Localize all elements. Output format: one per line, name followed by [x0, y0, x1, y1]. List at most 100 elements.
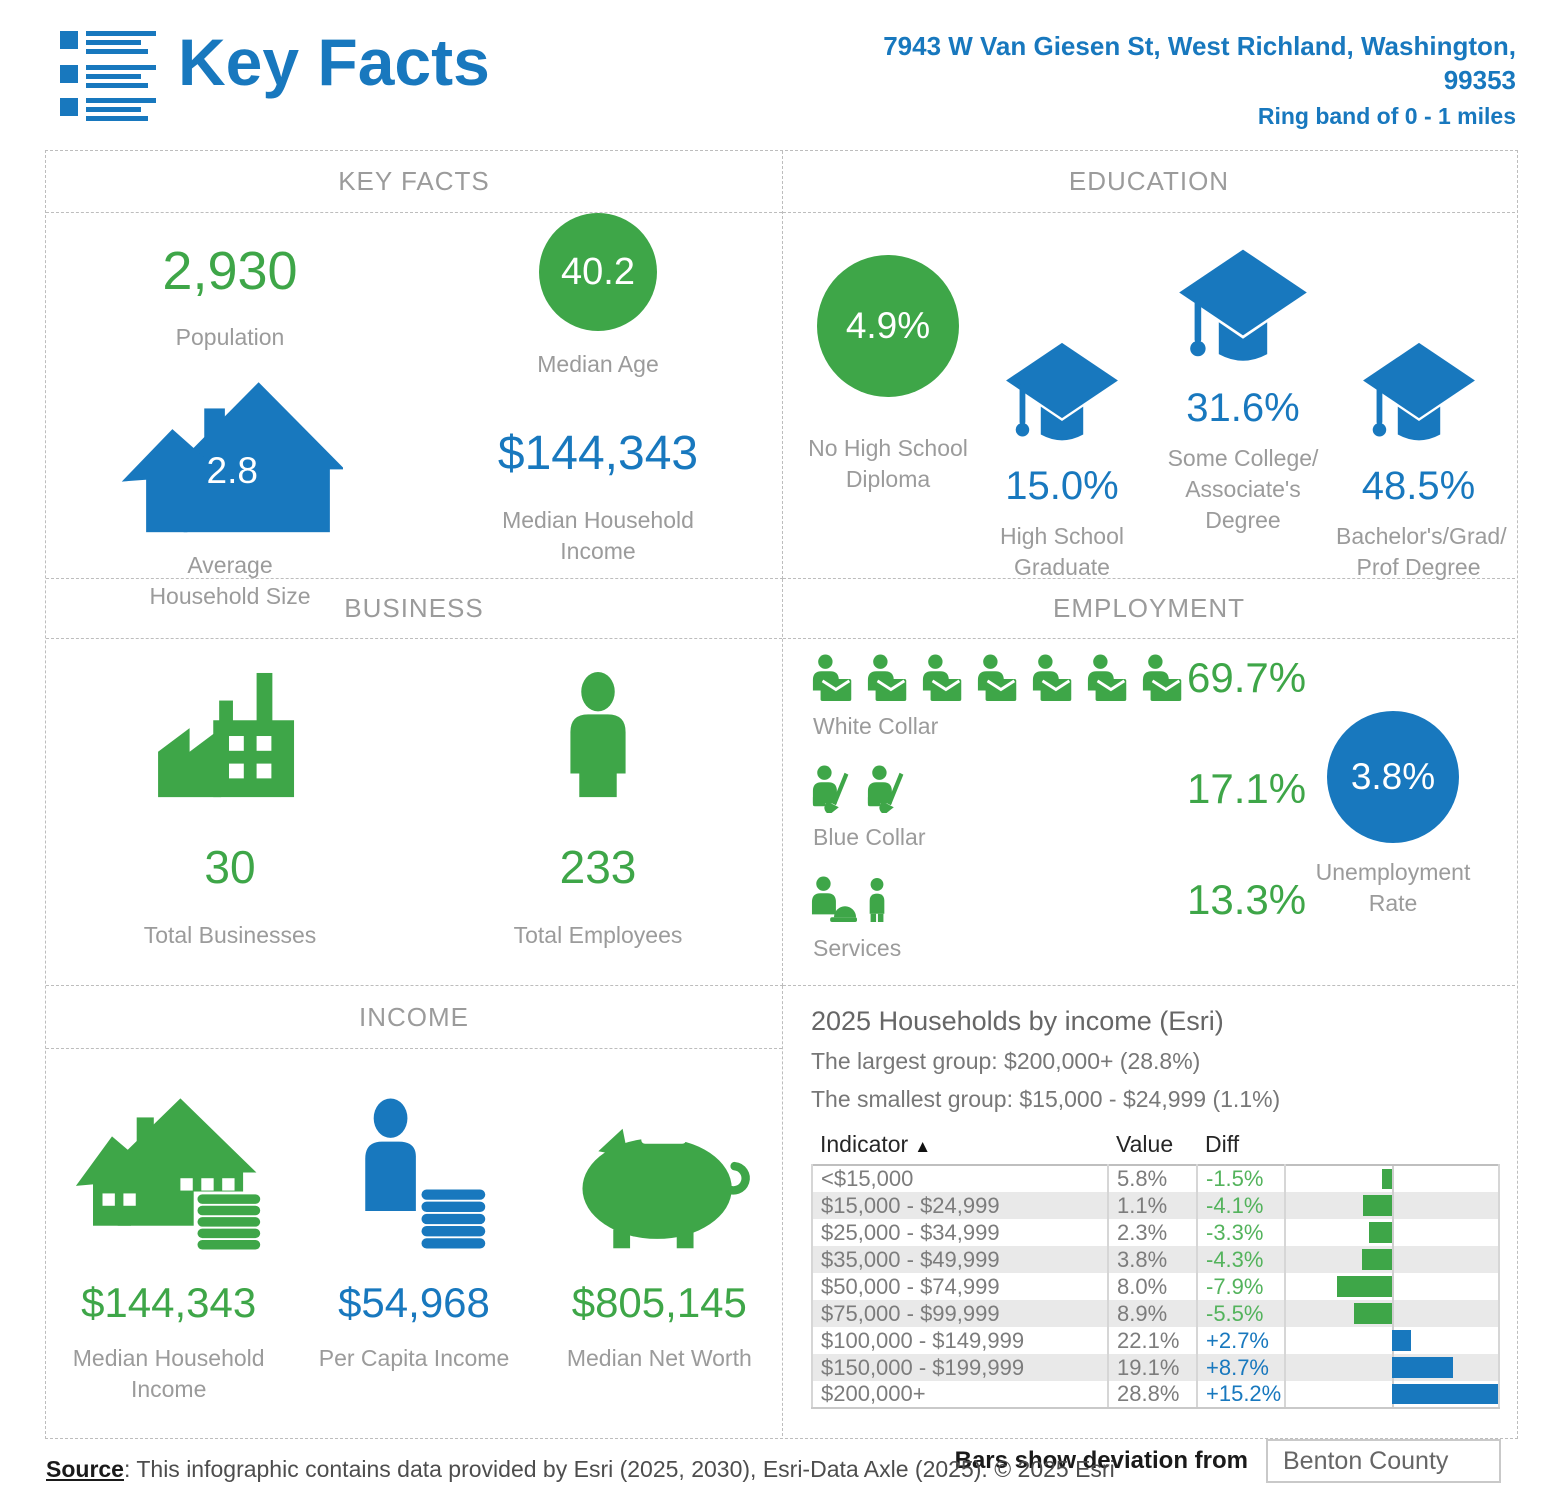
panel-title-employment: EMPLOYMENT [783, 579, 1515, 639]
column-header-indicator[interactable]: Indicator ▲ [820, 1131, 932, 1157]
blue-collar-label: Blue Collar [813, 824, 926, 850]
no-hs-circle: 4.9% [817, 255, 959, 397]
header: Key Facts 7943 W Van Giesen St, West Ric… [0, 0, 1556, 150]
panel-business: BUSINESS 30 Total Businesses [46, 579, 783, 986]
table-row: $50,000 - $74,999 8.0% -7.9% [811, 1273, 1500, 1300]
some-college-value: 31.6% [1186, 386, 1300, 430]
services-icon [811, 875, 857, 925]
panel-title-business: BUSINESS [46, 579, 782, 639]
person-icon [570, 671, 626, 798]
deviation-bar [1369, 1222, 1392, 1243]
stat-total-businesses: 30 Total Businesses [46, 639, 414, 986]
blue-collar-icon [866, 764, 912, 814]
no-hs-value: 4.9% [845, 305, 931, 346]
blue-collar-icons [811, 764, 1187, 814]
stat-per-capita-income: $54,968 Per Capita Income [291, 1049, 536, 1436]
panel-title-education: EDUCATION [783, 151, 1515, 213]
white-collar-icon [866, 653, 912, 703]
population-label: Population [175, 324, 285, 350]
edu-bachelors: 48.5% Bachelor's/Grad/ Prof Degree [1336, 341, 1507, 583]
house-icon [121, 382, 345, 533]
services-label: Services [813, 935, 902, 961]
deviation-bar [1362, 1249, 1392, 1270]
bachelors-label: Bachelor's/Grad/ Prof Degree [1336, 523, 1507, 581]
panel-households-by-income: 2025 Households by income (Esri) The lar… [783, 986, 1515, 1483]
median-age-label: Median Age [537, 351, 659, 377]
panel-income: INCOME [46, 986, 783, 1436]
column-header-value[interactable]: Value [1116, 1131, 1174, 1157]
deviation-bar [1392, 1384, 1498, 1404]
bachelors-value: 48.5% [1361, 464, 1476, 508]
panel-title-key-facts: KEY FACTS [46, 151, 782, 213]
no-hs-label: No High School Diploma [808, 435, 968, 493]
avg-household-size-value: 2.8 [206, 450, 258, 492]
blue-collar-value: 17.1% [1187, 765, 1307, 812]
source-text: : This infographic contains data provide… [123, 1456, 1115, 1482]
grad-cap-icon [1361, 341, 1477, 449]
unemployment-circle: 3.8% [1327, 711, 1459, 843]
deviation-bar [1353, 1303, 1392, 1324]
unemployment-value: 3.8% [1350, 756, 1436, 797]
white-collar-row: 69.7% [811, 653, 1411, 703]
page-title: Key Facts [178, 25, 490, 99]
ring-band-text: Ring band of 0 - 1 miles [1257, 102, 1516, 129]
per-capita-income-value: $54,968 [338, 1279, 490, 1326]
table-row: $35,000 - $49,999 3.8% -4.3% [811, 1246, 1500, 1273]
median-age-value: 40.2 [561, 250, 635, 293]
table-row: <$15,000 5.8% -1.5% [811, 1165, 1500, 1192]
high-school-label: High School Graduate [999, 523, 1125, 581]
median-age-circle: 40.2 [539, 213, 657, 331]
source-label: Source [46, 1456, 124, 1482]
table-row: $75,000 - $99,999 8.9% -5.5% [811, 1300, 1500, 1327]
table-row: $100,000 - $149,999 22.1% +2.7% [811, 1327, 1500, 1354]
deviation-bar [1336, 1276, 1392, 1297]
house-coins-icon [75, 1098, 264, 1252]
total-businesses-label: Total Businesses [143, 922, 317, 948]
table-row: $25,000 - $34,999 2.3% -3.3% [811, 1219, 1500, 1246]
panel-key-facts: KEY FACTS 2,930 Population 40.2 Median A… [46, 151, 783, 609]
panel-grid: KEY FACTS 2,930 Population 40.2 Median A… [45, 150, 1518, 1483]
grad-cap-icon [1004, 341, 1120, 449]
services-value: 13.3% [1187, 876, 1307, 923]
blue-collar-row: 17.1% [811, 764, 1411, 814]
grad-cap-icon [1177, 247, 1309, 371]
per-capita-income-label: Per Capita Income [318, 1345, 510, 1371]
services-row: 13.3% [811, 875, 1411, 925]
stat-avg-household-size: 2.8 Average Household Size [46, 380, 414, 612]
column-header-diff[interactable]: Diff [1205, 1131, 1240, 1157]
white-collar-icon [811, 653, 857, 703]
income-median-hh-value: $144,343 [81, 1279, 257, 1326]
table-row: $150,000 - $199,999 19.1% +8.7% [811, 1354, 1500, 1381]
households-title: 2025 Households by income (Esri) [811, 1006, 1224, 1036]
stat-median-household-income: $144,343 Median Household Income [46, 1049, 291, 1436]
deviation-bar [1381, 1169, 1392, 1189]
white-collar-icon [921, 653, 967, 703]
white-collar-icon [1086, 653, 1132, 703]
sort-ascending-icon: ▲ [914, 1137, 932, 1156]
report-address: 7943 W Van Giesen St, West Richland, Was… [883, 30, 1516, 130]
largest-group-text: The largest group: $200,000+ (28.8%) [811, 1048, 1201, 1074]
address-text: 7943 W Van Giesen St, West Richland, Was… [883, 31, 1516, 95]
panel-education: EDUCATION 4.9% No High School Diploma 15… [783, 151, 1515, 580]
factory-icon [158, 672, 295, 798]
unemployment-label: Unemployment Rate [1315, 859, 1471, 917]
edu-no-hs-diploma: 4.9% No High School Diploma [803, 255, 973, 495]
deviation-region-select[interactable]: Benton County [1266, 1439, 1501, 1483]
total-employees-value: 233 [559, 841, 637, 893]
total-employees-label: Total Employees [513, 922, 683, 948]
white-collar-icon [1031, 653, 1077, 703]
white-collar-value: 69.7% [1187, 654, 1307, 701]
smallest-group-text: The smallest group: $15,000 - $24,999 (1… [811, 1086, 1281, 1112]
total-businesses-value: 30 [204, 841, 256, 893]
some-college-label: Some College/ Associate's Degree [1167, 445, 1319, 534]
stat-median-net-worth: $805,145 Median Net Worth [537, 1049, 782, 1436]
table-row: $200,000+ 28.8% +15.2% [811, 1381, 1500, 1409]
services-icons [811, 875, 1187, 925]
avg-household-size-label: Average Household Size [149, 552, 311, 610]
households-income-table: Indicator ▲ Value Diff <$15,000 5.8% -1.5% … [811, 1129, 1500, 1409]
stat-median-household-income: $144,343 Median Household Income [414, 380, 782, 612]
piggy-bank-icon [582, 1128, 751, 1249]
white-collar-icons [811, 653, 1187, 703]
population-value: 2,930 [162, 241, 298, 301]
